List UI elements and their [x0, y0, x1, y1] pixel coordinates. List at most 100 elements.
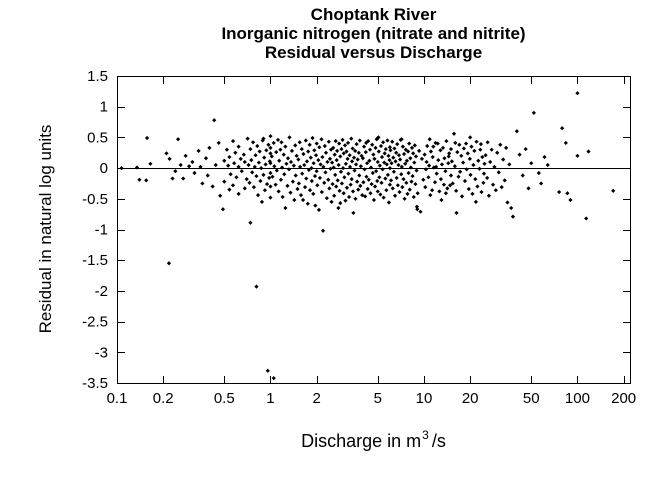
data-point	[387, 166, 393, 171]
data-point	[236, 191, 241, 196]
data-point	[366, 177, 371, 182]
data-point	[323, 170, 328, 175]
data-point	[355, 179, 360, 184]
data-point	[584, 216, 589, 221]
data-point	[421, 177, 426, 182]
data-point	[611, 188, 616, 193]
data-point	[568, 197, 573, 203]
data-point	[468, 135, 473, 140]
data-point	[326, 139, 331, 144]
data-point	[257, 149, 262, 154]
data-point	[360, 156, 365, 161]
data-point	[275, 137, 281, 142]
data-point	[370, 142, 375, 147]
data-point	[474, 139, 479, 144]
data-point	[450, 181, 455, 186]
data-point	[434, 171, 439, 176]
data-point	[335, 178, 340, 183]
data-point	[520, 173, 525, 178]
data-point	[418, 209, 423, 214]
data-point	[557, 189, 562, 195]
data-point	[366, 138, 371, 144]
data-point	[234, 175, 239, 180]
data-point	[308, 155, 313, 160]
data-point	[378, 143, 384, 149]
data-point	[507, 162, 512, 167]
data-point	[279, 140, 284, 145]
data-point	[443, 169, 448, 174]
y-tick-label: 1.5	[87, 68, 108, 85]
data-point	[228, 172, 233, 177]
data-point	[473, 177, 478, 182]
data-point	[438, 177, 444, 182]
data-point	[456, 174, 461, 179]
data-point	[374, 169, 379, 174]
data-point	[181, 176, 186, 181]
data-point	[545, 162, 550, 168]
data-point	[287, 135, 292, 140]
data-point	[134, 165, 140, 170]
data-point	[313, 153, 319, 158]
data-point	[280, 194, 285, 200]
data-point	[268, 161, 273, 166]
data-point	[332, 193, 337, 198]
data-point	[252, 164, 257, 169]
data-point	[388, 178, 394, 183]
data-point	[377, 163, 382, 168]
data-point	[345, 140, 351, 146]
data-point	[499, 185, 504, 190]
data-point	[356, 187, 361, 192]
data-point	[273, 182, 278, 187]
data-point	[414, 204, 420, 209]
data-point	[337, 188, 342, 193]
data-point	[457, 142, 462, 147]
data-point	[565, 191, 570, 196]
data-point	[230, 138, 236, 144]
y-tick-label: -0.5	[82, 191, 108, 208]
data-point	[268, 134, 273, 139]
data-point	[307, 142, 312, 147]
data-point	[167, 156, 172, 161]
data-point	[448, 146, 454, 152]
data-point	[260, 138, 265, 143]
data-point	[334, 184, 339, 189]
data-point	[411, 194, 416, 200]
data-point	[396, 153, 402, 158]
data-point	[388, 148, 393, 153]
data-point	[340, 166, 346, 171]
data-point	[350, 189, 356, 194]
data-point	[369, 181, 374, 187]
data-point	[351, 210, 356, 216]
data-point	[415, 191, 420, 196]
y-tick-label: 1	[100, 99, 108, 116]
data-point	[285, 183, 290, 189]
data-point	[496, 170, 501, 175]
data-point	[251, 185, 257, 190]
data-point	[207, 145, 212, 150]
data-point	[404, 180, 409, 185]
data-point	[396, 162, 401, 168]
data-point	[307, 188, 313, 193]
data-point	[284, 161, 289, 166]
data-point	[419, 156, 425, 161]
data-point	[432, 180, 438, 185]
data-point	[183, 153, 188, 158]
data-point	[336, 205, 341, 211]
data-point	[376, 135, 381, 140]
data-point	[294, 153, 299, 158]
y-tick-label: -1.5	[82, 252, 108, 269]
data-point	[376, 149, 381, 154]
data-point	[242, 159, 247, 165]
data-point	[343, 161, 348, 166]
data-point	[542, 154, 547, 160]
data-point	[212, 118, 217, 123]
data-point	[401, 177, 406, 182]
data-point	[473, 199, 479, 204]
data-point	[271, 375, 276, 381]
data-point	[403, 161, 408, 166]
data-point	[367, 158, 372, 163]
data-point	[331, 165, 336, 170]
data-point	[531, 110, 536, 115]
data-point	[439, 197, 444, 203]
data-point	[470, 191, 475, 196]
